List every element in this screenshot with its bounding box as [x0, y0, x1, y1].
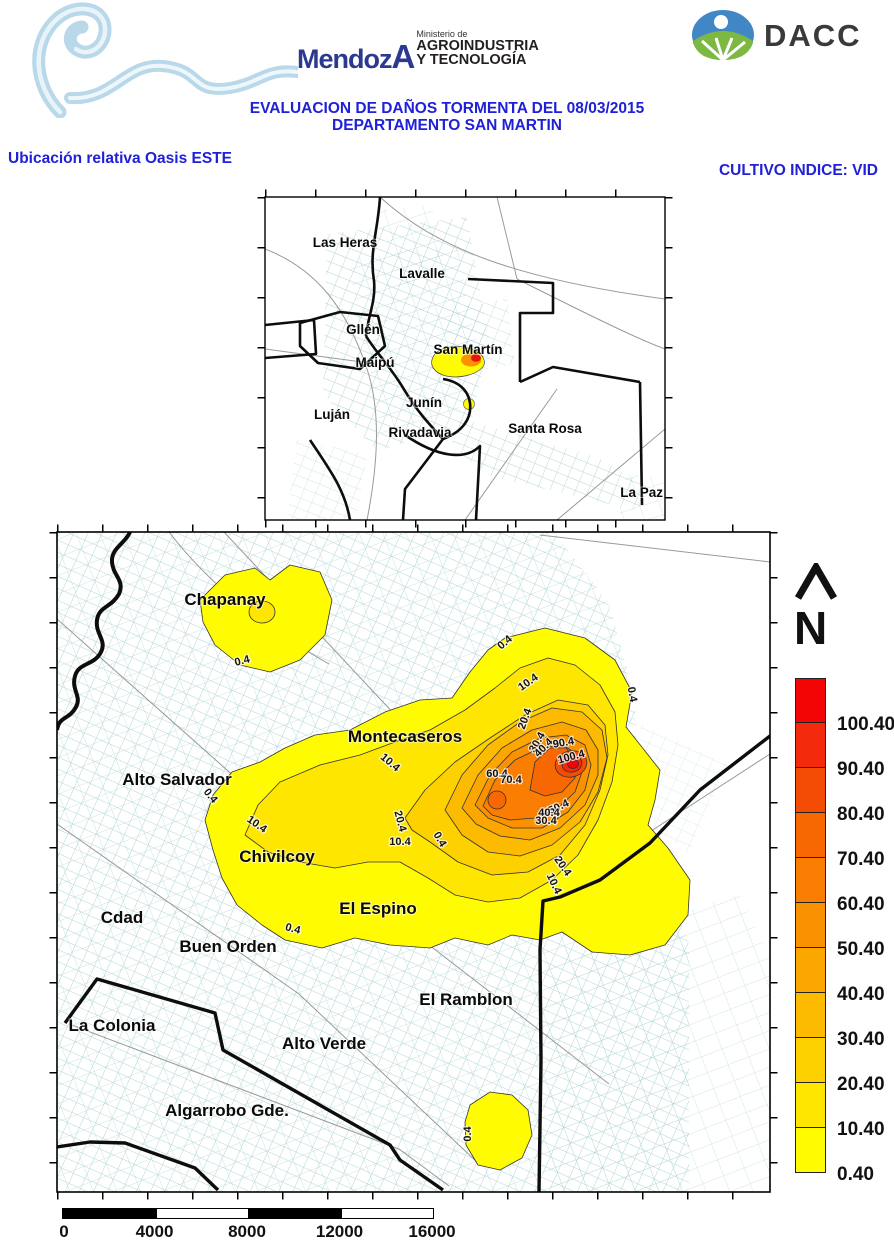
overview-label: La Paz	[620, 485, 663, 500]
scale-bar: 0 4000 8000 12000 16000	[59, 1208, 482, 1241]
place-label: La Colonia	[69, 1016, 156, 1035]
mendoza-wordmark: MendozA	[297, 38, 415, 75]
ministry-line1: AGROINDUSTRIA	[416, 38, 539, 54]
scale-tick: 8000	[228, 1222, 266, 1241]
legend-value: 100.40	[837, 714, 894, 735]
legend-segment	[795, 723, 826, 768]
scale-segment	[340, 1209, 433, 1218]
overview-map: Las Heras Lavalle Gllén Maipú San Martín…	[257, 189, 673, 528]
chapanay-contour	[199, 564, 333, 673]
scale-segment	[155, 1209, 248, 1218]
north-arrow-label: N	[794, 602, 828, 654]
overview-label: Maipú	[356, 355, 395, 370]
place-label: Chapanay	[184, 590, 266, 609]
contour-label: 60.4	[486, 768, 508, 780]
contour-label: 10.4	[389, 836, 411, 848]
contour-label: 0.4	[462, 1125, 474, 1141]
relative-location-label: Ubicación relativa Oasis ESTE	[8, 150, 232, 167]
legend-value: 60.40	[837, 894, 885, 915]
overview-boundaries	[265, 197, 644, 520]
legend-value: 10.40	[837, 1119, 885, 1140]
legend-color-bar	[795, 678, 894, 1173]
overview-label: Luján	[314, 407, 350, 422]
scale-segment	[63, 1209, 156, 1218]
contour-label: 0.4	[233, 653, 252, 669]
place-label: El Ramblon	[419, 990, 513, 1009]
main-map: 0.4 0.4 10.4 20.4 10.4 0.4 10.4 0.4 10.4…	[49, 524, 778, 1200]
overview-label: Las Heras	[313, 235, 378, 250]
legend-value: 20.40	[837, 1074, 885, 1095]
place-label: Cdad	[101, 908, 144, 927]
ministry-line2: Y TECNOLOGÍA	[416, 52, 527, 68]
legend-segment	[795, 948, 826, 993]
contour-label: 0.4	[625, 686, 640, 704]
document-title-line2: DEPARTAMENTO SAN MARTIN	[332, 117, 562, 134]
overview-label: San Martín	[433, 342, 502, 357]
scale-tick: 4000	[135, 1222, 174, 1241]
place-label: El Espino	[339, 899, 416, 918]
place-label: Alto Salvador	[122, 770, 232, 789]
place-label: Chivilcoy	[239, 847, 315, 866]
dacc-label: DACC	[764, 18, 862, 53]
overview-label: Junín	[406, 395, 442, 410]
contour-label: 70.4	[500, 774, 522, 786]
scale-tick: 12000	[315, 1222, 364, 1241]
south-contour	[464, 1091, 533, 1171]
legend-segment	[795, 993, 826, 1038]
legend-segment	[795, 1038, 826, 1083]
legend-value: 70.40	[837, 849, 885, 870]
place-label: Montecaseros	[348, 727, 462, 746]
scale-tick: 16000	[408, 1222, 456, 1241]
overview-map-canvas: Las Heras Lavalle Gllén Maipú San Martín…	[265, 197, 665, 520]
legend-segment	[795, 768, 826, 813]
legend-value: 90.40	[837, 759, 885, 780]
damage-legend: 100.40 90.40 80.40 70.40 60.40 50.40 40.…	[795, 678, 894, 1185]
dacc-globe-icon	[692, 10, 754, 62]
main-map-canvas: 0.4 0.4 10.4 20.4 10.4 0.4 10.4 0.4 10.4…	[57, 532, 770, 1192]
legend-value: 30.40	[837, 1029, 885, 1050]
legend-value: 40.40	[837, 984, 885, 1005]
ministry-small-text: Ministerio de	[416, 29, 468, 39]
legend-value: 50.40	[837, 939, 885, 960]
damage-contours	[204, 627, 691, 956]
place-label: Alto Verde	[282, 1034, 366, 1053]
legend-segment	[795, 1083, 826, 1128]
document-title-line1: EVALUACION DE DAÑOS TORMENTA DEL 08/03/2…	[249, 100, 645, 117]
contour-label: 40.4	[538, 807, 560, 819]
scale-tick: 0	[59, 1222, 69, 1241]
north-arrow-icon	[794, 560, 838, 600]
place-label: Algarrobo Gde.	[165, 1101, 289, 1120]
contour-label: 30.4	[535, 815, 557, 827]
mendoza-gov-logo: MendozA Ministerio de AGROINDUSTRIA Y TE…	[297, 30, 539, 76]
legend-value: 0.40	[837, 1164, 874, 1185]
main-boundaries	[57, 532, 770, 1192]
legend-segment	[795, 678, 826, 723]
overview-label: Gllén	[346, 322, 380, 337]
crop-index-label: CULTIVO INDICE: VID	[718, 162, 878, 179]
overview-label: Rivadavia	[388, 425, 452, 440]
contour-label: 90.4	[552, 735, 576, 751]
dacc-logo: DACC	[690, 8, 862, 64]
scale-bar-segments	[62, 1208, 434, 1219]
contour-label: 0.4	[284, 921, 303, 937]
legend-value: 80.40	[837, 804, 885, 825]
legend-segment	[795, 903, 826, 948]
overview-label: Lavalle	[399, 266, 445, 281]
scale-segment	[248, 1209, 341, 1218]
legend-segment	[795, 858, 826, 903]
mendoza-ribbon-logo	[32, 2, 298, 118]
north-arrow: N	[793, 560, 839, 654]
legend-segment	[795, 1128, 826, 1173]
place-label: Buen Orden	[179, 937, 276, 956]
overview-label: Santa Rosa	[508, 421, 582, 436]
contour-label: 20.4	[391, 809, 408, 834]
legend-segment	[795, 813, 826, 858]
